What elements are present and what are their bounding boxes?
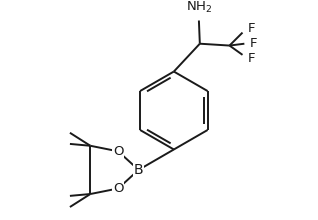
- Text: B: B: [134, 163, 143, 177]
- Text: O: O: [113, 145, 123, 158]
- Text: F: F: [248, 22, 256, 35]
- Text: O: O: [113, 182, 123, 195]
- Text: NH$_2$: NH$_2$: [186, 0, 212, 15]
- Text: F: F: [250, 37, 258, 50]
- Text: F: F: [248, 52, 256, 65]
